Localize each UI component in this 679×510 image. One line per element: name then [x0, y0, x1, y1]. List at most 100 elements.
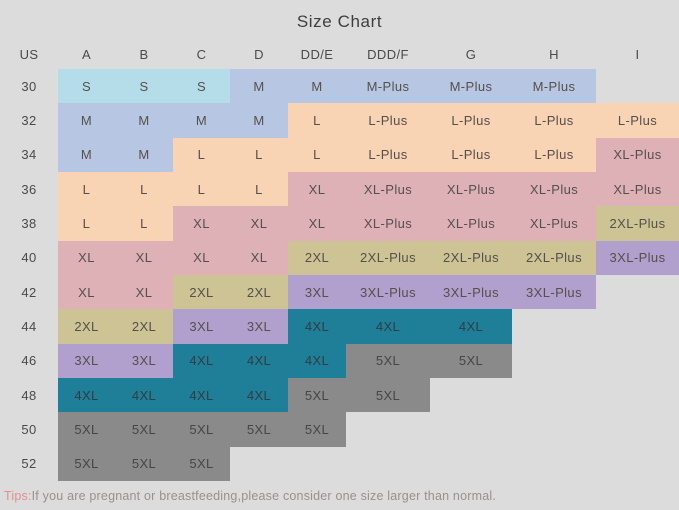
size-cell: 2XL: [115, 309, 173, 344]
table-row: 38 L L XL XL XL XL-Plus XL-Plus XL-Plus 2XL-Plus: [0, 206, 679, 241]
column-header: D: [254, 46, 264, 62]
size-cell: XL-Plus: [596, 171, 679, 207]
size-cell: 4XL: [115, 377, 173, 413]
size-cell: L: [230, 137, 288, 172]
size-cell: XL: [288, 206, 346, 241]
size-cell: S: [173, 69, 230, 104]
table-row: 34 M M L L L L-Plus L-Plus L-Plus XL-Plus: [0, 137, 679, 172]
size-cell: 5XL: [288, 412, 346, 447]
size-cell: XL: [230, 240, 288, 275]
size-cell: 5XL: [288, 377, 346, 413]
size-cell: XL: [58, 274, 115, 310]
size-cell: XL-Plus: [512, 171, 596, 207]
empty-cell: [596, 412, 679, 446]
empty-cell: [346, 447, 430, 481]
table-row: 32 M M M M L L-Plus L-Plus L-Plus L-Plus: [0, 103, 679, 138]
size-cell: M-Plus: [512, 69, 596, 104]
column-header: A: [81, 46, 92, 62]
size-cell: 3XL: [230, 309, 288, 344]
size-cell: 5XL: [173, 412, 230, 447]
table-row: 44 2XL 2XL 3XL 3XL 4XL 4XL 4XL: [0, 309, 679, 344]
size-cell: 3XL-Plus: [512, 274, 596, 310]
row-label: 50: [21, 421, 37, 437]
size-cell: 3XL: [58, 343, 115, 378]
tip-prefix: Tips:: [4, 489, 32, 503]
size-cell: 5XL: [58, 412, 115, 447]
size-cell: 4XL: [230, 377, 288, 413]
table-body: 30 S S S M M M-Plus M-Plus M-Plus 32 M M M M L L-Plus L-…: [0, 69, 679, 481]
column-header: DD/E: [300, 46, 334, 62]
size-cell: 2XL-Plus: [430, 240, 512, 275]
row-label: 38: [21, 215, 37, 231]
size-cell: 2XL-Plus: [512, 240, 596, 275]
size-cell: XL: [58, 240, 115, 275]
size-cell: XL: [230, 206, 288, 241]
empty-cell: [430, 378, 512, 412]
size-cell: 2XL: [58, 309, 115, 344]
size-cell: L-Plus: [430, 137, 512, 172]
size-cell: 5XL: [346, 343, 430, 378]
table-row: 48 4XL 4XL 4XL 4XL 5XL 5XL: [0, 377, 679, 413]
size-cell: XL-Plus: [346, 171, 430, 207]
size-cell: 2XL: [230, 274, 288, 310]
size-chart-table: US A B C D DD/E DDD/F G H I 30 S S S M M M-Plus M-Plus M-…: [0, 39, 679, 481]
empty-cell: [288, 447, 346, 481]
row-label: 52: [21, 456, 37, 472]
size-cell: L: [173, 137, 230, 172]
empty-cell: [512, 447, 596, 481]
size-cell: 4XL: [173, 377, 230, 413]
column-header: B: [139, 46, 149, 62]
row-label: 42: [21, 284, 37, 300]
empty-cell: [512, 378, 596, 412]
row-label: 32: [21, 112, 37, 128]
size-cell: L: [173, 171, 230, 207]
column-header: DDD/F: [367, 46, 409, 62]
tip-text: If you are pregnant or breastfeeding,ple…: [31, 489, 497, 503]
size-cell: L-Plus: [596, 103, 679, 138]
empty-cell: [512, 309, 596, 343]
size-cell: XL-Plus: [430, 171, 512, 207]
size-cell: 2XL: [288, 240, 346, 275]
empty-cell: [596, 378, 679, 412]
size-cell: L-Plus: [512, 103, 596, 138]
size-cell: L: [288, 137, 346, 172]
size-cell: 4XL: [230, 343, 288, 378]
empty-cell: [512, 412, 596, 446]
table-row: 30 S S S M M M-Plus M-Plus M-Plus: [0, 69, 679, 104]
table-row: 46 3XL 3XL 4XL 4XL 4XL 5XL 5XL: [0, 343, 679, 378]
empty-cell: [596, 447, 679, 481]
table-header-row: US A B C D DD/E DDD/F G H I: [0, 39, 679, 69]
column-header: H: [549, 46, 559, 62]
size-cell: S: [58, 69, 115, 104]
size-cell: L-Plus: [346, 103, 430, 138]
size-cell: 5XL: [58, 446, 115, 481]
empty-cell: [512, 344, 596, 378]
size-cell: 4XL: [430, 309, 512, 344]
row-label: 44: [21, 318, 37, 334]
size-cell: XL: [173, 206, 230, 241]
row-label: 46: [21, 353, 37, 369]
size-cell: L: [58, 206, 115, 241]
empty-cell: [346, 412, 430, 446]
size-cell: 4XL: [288, 309, 346, 344]
row-label: 40: [21, 250, 37, 266]
size-cell: 3XL-Plus: [346, 274, 430, 310]
size-cell: 5XL: [115, 412, 173, 447]
column-header: C: [196, 46, 207, 62]
empty-cell: [596, 69, 679, 103]
size-cell: 5XL: [430, 343, 512, 378]
table-row: 36 L L L L XL XL-Plus XL-Plus XL-Plus XL-Plus: [0, 171, 679, 207]
size-cell: S: [115, 69, 173, 104]
size-cell: 5XL: [115, 446, 173, 481]
empty-cell: [430, 447, 512, 481]
size-cell: L: [115, 171, 173, 207]
size-cell: 3XL: [173, 309, 230, 344]
size-cell: XL: [173, 240, 230, 275]
table-row: 50 5XL 5XL 5XL 5XL 5XL: [0, 412, 679, 447]
size-cell: XL-Plus: [346, 206, 430, 241]
size-cell: M: [230, 69, 288, 104]
size-cell: XL: [288, 171, 346, 207]
size-cell: M-Plus: [346, 69, 430, 104]
table-row: 42 XL XL 2XL 2XL 3XL 3XL-Plus 3XL-Plus 3XL-Plus: [0, 274, 679, 310]
tip-note: Tips:If you are pregnant or breastfeedin…: [4, 489, 496, 503]
